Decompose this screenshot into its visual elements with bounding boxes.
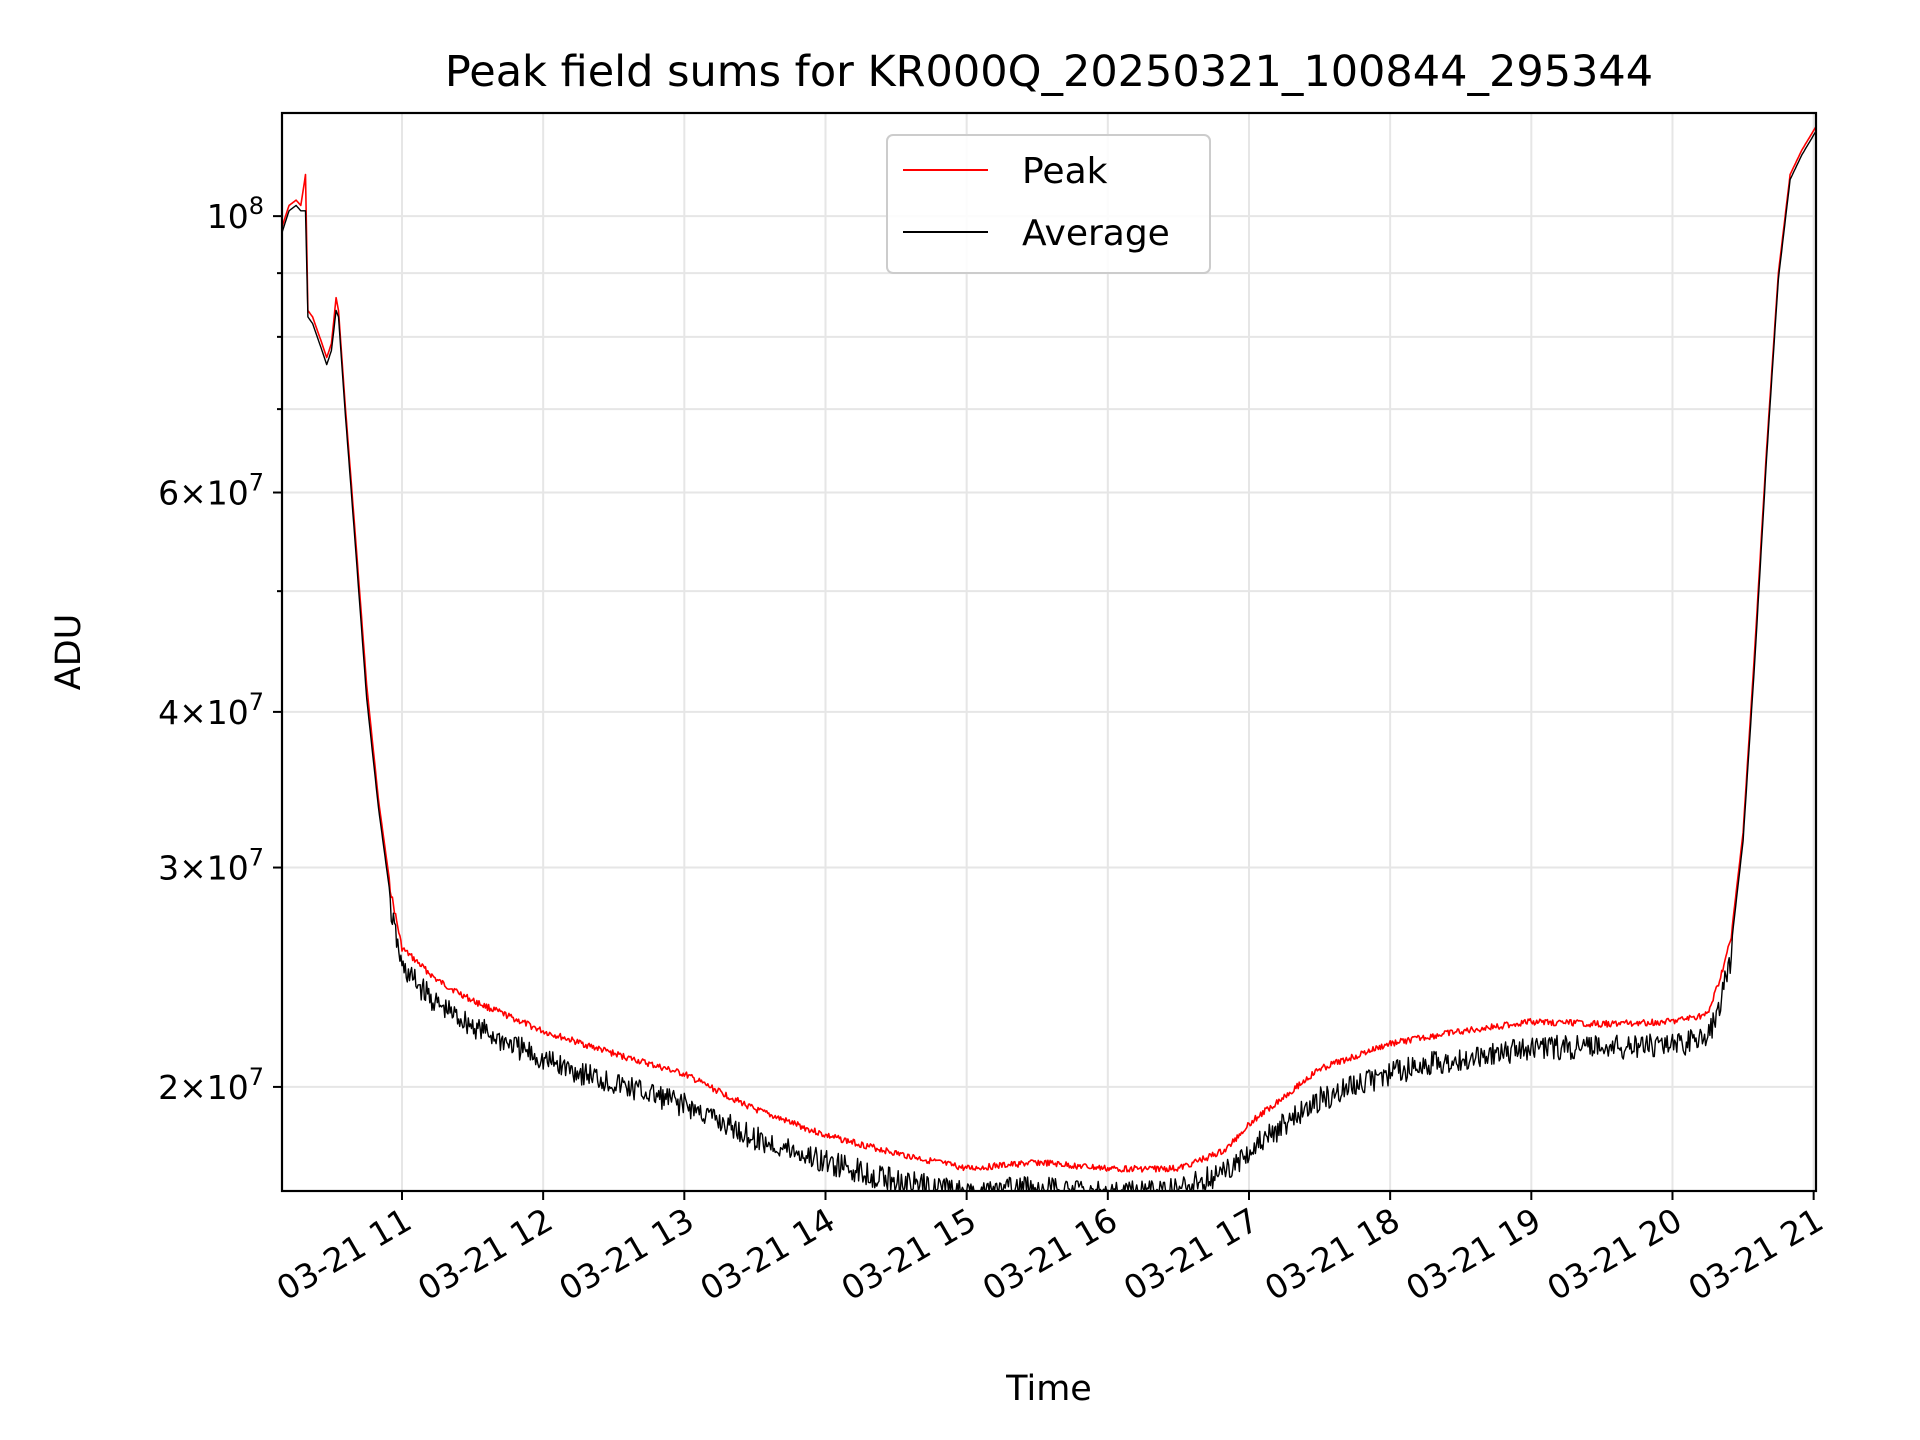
- legend-label-peak: Peak: [1022, 151, 1108, 192]
- x-axis-label: Time: [1005, 1369, 1092, 1409]
- chart-title: Peak field sums for KR000Q_20250321_1008…: [445, 47, 1653, 97]
- series-lines: [281, 126, 1817, 1192]
- y-tick-label: 2×107: [158, 1063, 264, 1107]
- grid: [282, 113, 1816, 1191]
- y-tick-label: 3×107: [158, 844, 264, 888]
- x-tick-label: 03-21 21: [1682, 1200, 1830, 1308]
- x-tick-label: 03-21 15: [835, 1200, 983, 1308]
- x-tick-label: 03-21 19: [1399, 1200, 1547, 1308]
- series-line-average: [281, 130, 1817, 1192]
- y-axis-label: ADU: [49, 614, 89, 691]
- x-tick-label: 03-21 20: [1540, 1200, 1688, 1308]
- series-line-peak: [281, 126, 1817, 1173]
- x-tick-label: 03-21 17: [1117, 1200, 1265, 1308]
- x-tick-label: 03-21 12: [411, 1200, 559, 1308]
- x-tick-label: 03-21 14: [693, 1200, 841, 1308]
- x-tick-label: 03-21 16: [976, 1200, 1124, 1308]
- x-tick-label: 03-21 18: [1258, 1200, 1406, 1308]
- x-tick-label: 03-21 11: [270, 1200, 418, 1308]
- y-tick-label: 108: [207, 192, 264, 236]
- legend-label-average: Average: [1022, 213, 1170, 254]
- legend: Peak Average: [886, 134, 1211, 274]
- x-tick-label: 03-21 13: [552, 1200, 700, 1308]
- y-tick-label: 4×107: [158, 688, 264, 732]
- y-tick-label: 6×107: [158, 469, 264, 513]
- plot-frame: [280, 111, 1818, 1193]
